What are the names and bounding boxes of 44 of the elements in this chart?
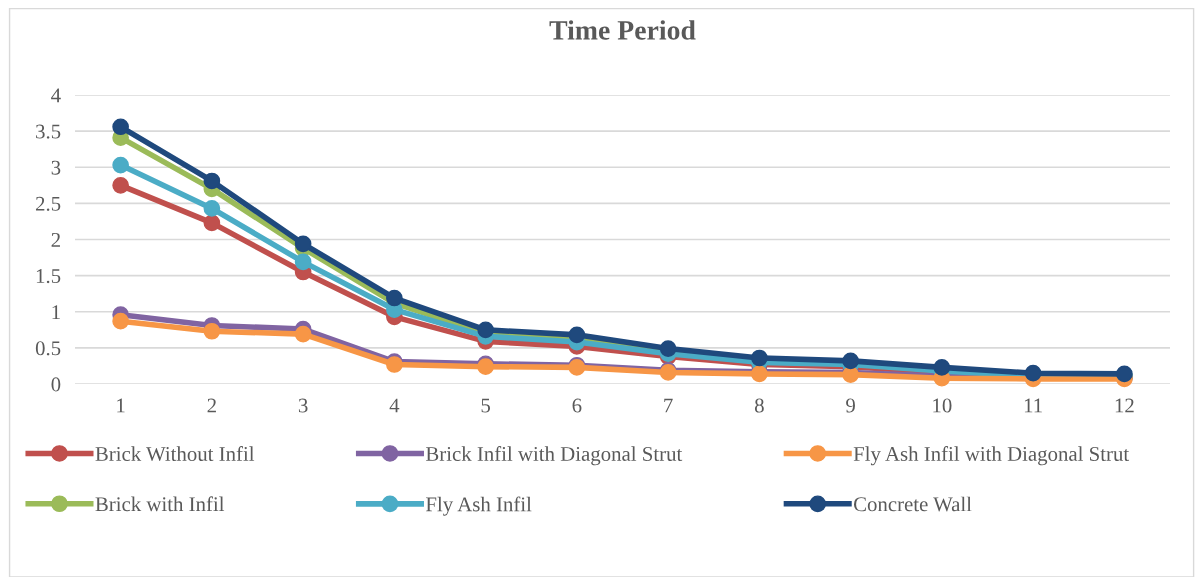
point — [386, 289, 403, 307]
y-tick-label: 1.5 — [36, 269, 61, 284]
point — [203, 172, 221, 190]
legend-label: Fly Ash Infil — [425, 496, 532, 516]
y-tick-label: 3.5 — [36, 124, 61, 139]
x-tick-label: 11 — [1024, 398, 1042, 413]
chart-title: Time Period — [549, 20, 696, 40]
y-tick-label: 0.5 — [35, 341, 61, 356]
point — [203, 322, 221, 340]
x-tick-label: 8 — [754, 398, 764, 413]
x-tick-label: 12 — [1115, 398, 1134, 413]
x-tick-label: 9 — [846, 398, 855, 413]
point — [112, 312, 129, 330]
x-tick-label: 10 — [933, 398, 952, 413]
point — [294, 253, 312, 271]
point — [203, 200, 221, 217]
x-tick-label: 7 — [664, 398, 673, 413]
y-tick-label: 4 — [51, 88, 61, 103]
point — [659, 340, 677, 357]
point — [294, 235, 312, 253]
y-tick-label: 2 — [51, 232, 60, 247]
point — [751, 349, 768, 367]
y-tick-label: 3 — [51, 160, 61, 175]
point — [112, 118, 129, 136]
y-tick-label: 1 — [52, 305, 60, 319]
point — [203, 214, 221, 232]
point — [294, 325, 312, 343]
y-tick-label: 0 — [51, 377, 61, 392]
point — [112, 156, 129, 174]
x-tick-label: 1 — [117, 398, 125, 413]
legend-label: Concrete Wall — [853, 496, 972, 512]
legend-label: Fly Ash Infil with Diagonal Strut — [853, 446, 1130, 466]
y-tick-label: 2.5 — [35, 196, 61, 211]
x-tick-label: 6 — [572, 398, 582, 413]
point — [112, 176, 129, 194]
x-tick-label: 4 — [389, 398, 400, 413]
legend-label: Brick with Infil — [95, 496, 225, 512]
point — [568, 326, 586, 344]
x-tick-label: 3 — [298, 398, 308, 413]
point — [477, 321, 494, 339]
x-tick-label: 5 — [481, 398, 491, 413]
x-tick-label: 2 — [207, 398, 216, 413]
legend-label: Brick Without Infil — [95, 446, 255, 462]
legend-label: Brick Infil with Diagonal Strut — [425, 446, 683, 466]
